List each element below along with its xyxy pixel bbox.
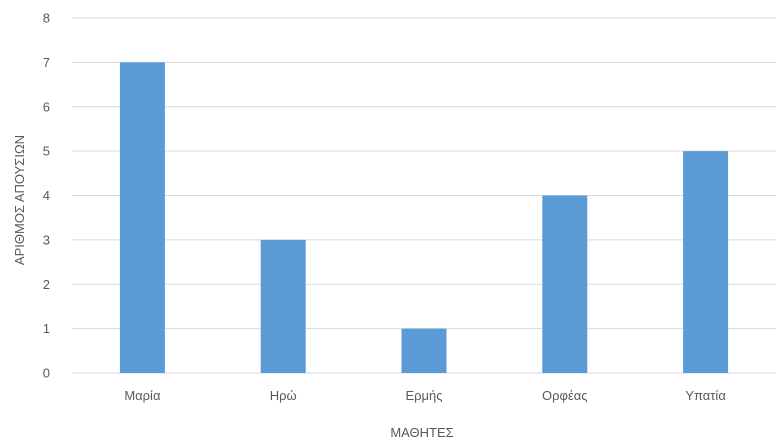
y-tick-label: 5 (43, 144, 50, 159)
y-axis-title: ΑΡΙΘΜΟΣ ΑΠΟΥΣΙΩΝ (12, 135, 27, 265)
x-tick-label: Ηρώ (270, 388, 297, 403)
x-axis-title: ΜΑΘΗΤΕΣ (390, 425, 453, 440)
y-tick-label: 6 (43, 99, 50, 114)
y-tick-label: 1 (43, 321, 50, 336)
x-tick-label: Ερμής (405, 388, 442, 403)
x-tick-label: Ορφέας (542, 388, 588, 403)
gridlines (72, 17, 776, 374)
y-tick-label: 2 (43, 277, 50, 292)
bar (119, 62, 165, 373)
x-tick-label: Μαρία (124, 388, 161, 403)
y-tick-label: 3 (43, 232, 50, 247)
y-tick-label: 4 (43, 188, 50, 203)
y-tick-labels: 0 1 2 3 4 5 6 7 8 (43, 11, 50, 381)
x-tick-label: Υπατία (685, 388, 726, 403)
bar (401, 328, 447, 373)
bar (683, 151, 729, 373)
bar (260, 239, 306, 373)
y-tick-label: 0 (43, 366, 50, 381)
bar (542, 195, 588, 373)
bars (119, 62, 729, 373)
x-tick-labels: Μαρία Ηρώ Ερμής Ορφέας Υπατία (124, 388, 726, 403)
y-tick-label: 7 (43, 55, 50, 70)
y-tick-label: 8 (43, 11, 50, 26)
